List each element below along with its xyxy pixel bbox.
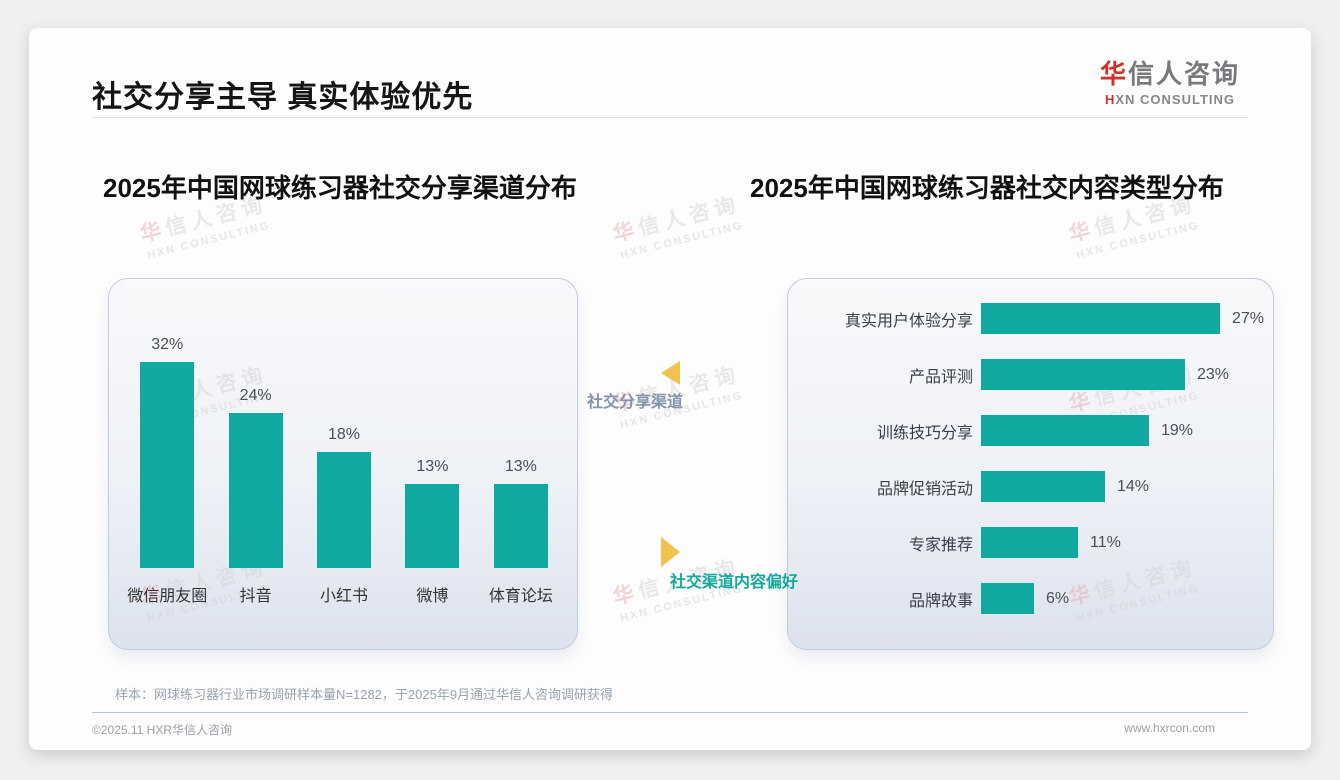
bar-row: 专家推荐 11% xyxy=(788,527,1273,558)
left-chart-category-labels: 微信朋友圈 抖音 小红书 微博 体育论坛 xyxy=(123,582,565,606)
bar-训练技巧分享 xyxy=(981,415,1149,446)
category-label: 微信朋友圈 xyxy=(127,588,208,605)
sample-footnote: 样本：网球练习器行业市场调研样本量N=1282，于2025年9月通过华信人咨询调… xyxy=(115,687,614,702)
middle-label-sharing-channel: 社交分享渠道 xyxy=(587,394,684,411)
bar-专家推荐 xyxy=(981,527,1078,558)
arrow-right-icon xyxy=(661,537,680,567)
bar-row: 真实用户体验分享 27% xyxy=(788,303,1273,334)
bar-真实用户体验分享 xyxy=(981,303,1220,334)
bar-value-label: 11% xyxy=(1090,533,1121,551)
left-chart-panel: 32% 24% 18% 13% 13% 微信朋友圈 抖音 小红书 微博 体育论坛 xyxy=(108,278,578,650)
arrow-left-icon xyxy=(661,361,680,385)
bar-抖音 xyxy=(228,413,283,568)
header-divider xyxy=(92,117,1248,118)
category-label: 训练技巧分享 xyxy=(876,424,973,442)
middle-label-content-preference: 社交渠道内容偏好 xyxy=(670,574,799,591)
footer-copyright: ©2025.11 HXR华信人咨询 xyxy=(92,723,232,737)
bar-value-label: 23% xyxy=(1197,365,1230,383)
category-label: 抖音 xyxy=(239,588,272,605)
category-label: 产品评测 xyxy=(908,368,973,386)
bar-体育论坛 xyxy=(493,484,548,568)
right-chart-rows: 真实用户体验分享 27% 产品评测 23% 训练技巧分享 19% 品牌促销活动 14% 专家推荐… xyxy=(788,303,1273,639)
left-chart-bars: 32% 24% 18% 13% 13% xyxy=(123,279,565,568)
category-label: 品牌故事 xyxy=(908,592,973,610)
bar-微博 xyxy=(405,484,460,568)
logo-chinese-text: 华信人咨询 xyxy=(1099,59,1240,89)
bar-微信朋友圈 xyxy=(140,362,195,568)
left-chart-title: 2025年中国网球练习器社交分享渠道分布 xyxy=(103,173,577,203)
logo-english-text: HXN CONSULTING xyxy=(1104,92,1235,107)
bar-row: 品牌故事 6% xyxy=(788,583,1273,614)
bar-value-label: 6% xyxy=(1046,589,1070,607)
footer-divider xyxy=(92,712,1248,713)
footer-website: www.hxrcon.com xyxy=(1124,721,1215,735)
right-chart-panel: 真实用户体验分享 27% 产品评测 23% 训练技巧分享 19% 品牌促销活动 14% 专家推荐… xyxy=(787,278,1274,650)
category-label: 真实用户体验分享 xyxy=(844,312,973,330)
bar-value-label: 14% xyxy=(1117,477,1150,495)
bar-value-label: 19% xyxy=(1161,421,1194,439)
category-label: 微博 xyxy=(416,588,449,605)
bar-产品评测 xyxy=(981,359,1185,390)
bar-row: 产品评测 23% xyxy=(788,359,1273,390)
bar-value-label: 13% xyxy=(504,458,537,475)
bar-品牌故事 xyxy=(981,583,1034,614)
bar-row: 品牌促销活动 14% xyxy=(788,471,1273,502)
slide-card: 社交分享主导 真实体验优先 华信人咨询 HXN CONSULTING 华信人咨询… xyxy=(29,28,1311,750)
category-label: 小红书 xyxy=(320,588,369,605)
category-label: 品牌促销活动 xyxy=(876,480,973,498)
bar-column: 24% xyxy=(211,387,299,568)
category-label: 专家推荐 xyxy=(908,536,973,554)
page-title: 社交分享主导 真实体验优先 xyxy=(92,81,474,114)
bar-小红书 xyxy=(317,452,372,568)
bar-column: 18% xyxy=(300,426,388,568)
bar-value-label: 13% xyxy=(416,458,449,475)
bar-value-label: 27% xyxy=(1232,309,1265,327)
bar-value-label: 24% xyxy=(239,387,272,404)
bar-row: 训练技巧分享 19% xyxy=(788,415,1273,446)
right-chart-title: 2025年中国网球练习器社交内容类型分布 xyxy=(750,173,1224,203)
bar-value-label: 18% xyxy=(328,426,361,443)
category-label: 体育论坛 xyxy=(488,588,553,605)
bar-column: 13% xyxy=(388,458,476,568)
bar-品牌促销活动 xyxy=(981,471,1105,502)
bar-column: 13% xyxy=(477,458,565,568)
bar-column: 32% xyxy=(123,336,211,568)
bar-value-label: 32% xyxy=(151,336,184,353)
company-logo: 华信人咨询 HXN CONSULTING xyxy=(1100,54,1240,107)
